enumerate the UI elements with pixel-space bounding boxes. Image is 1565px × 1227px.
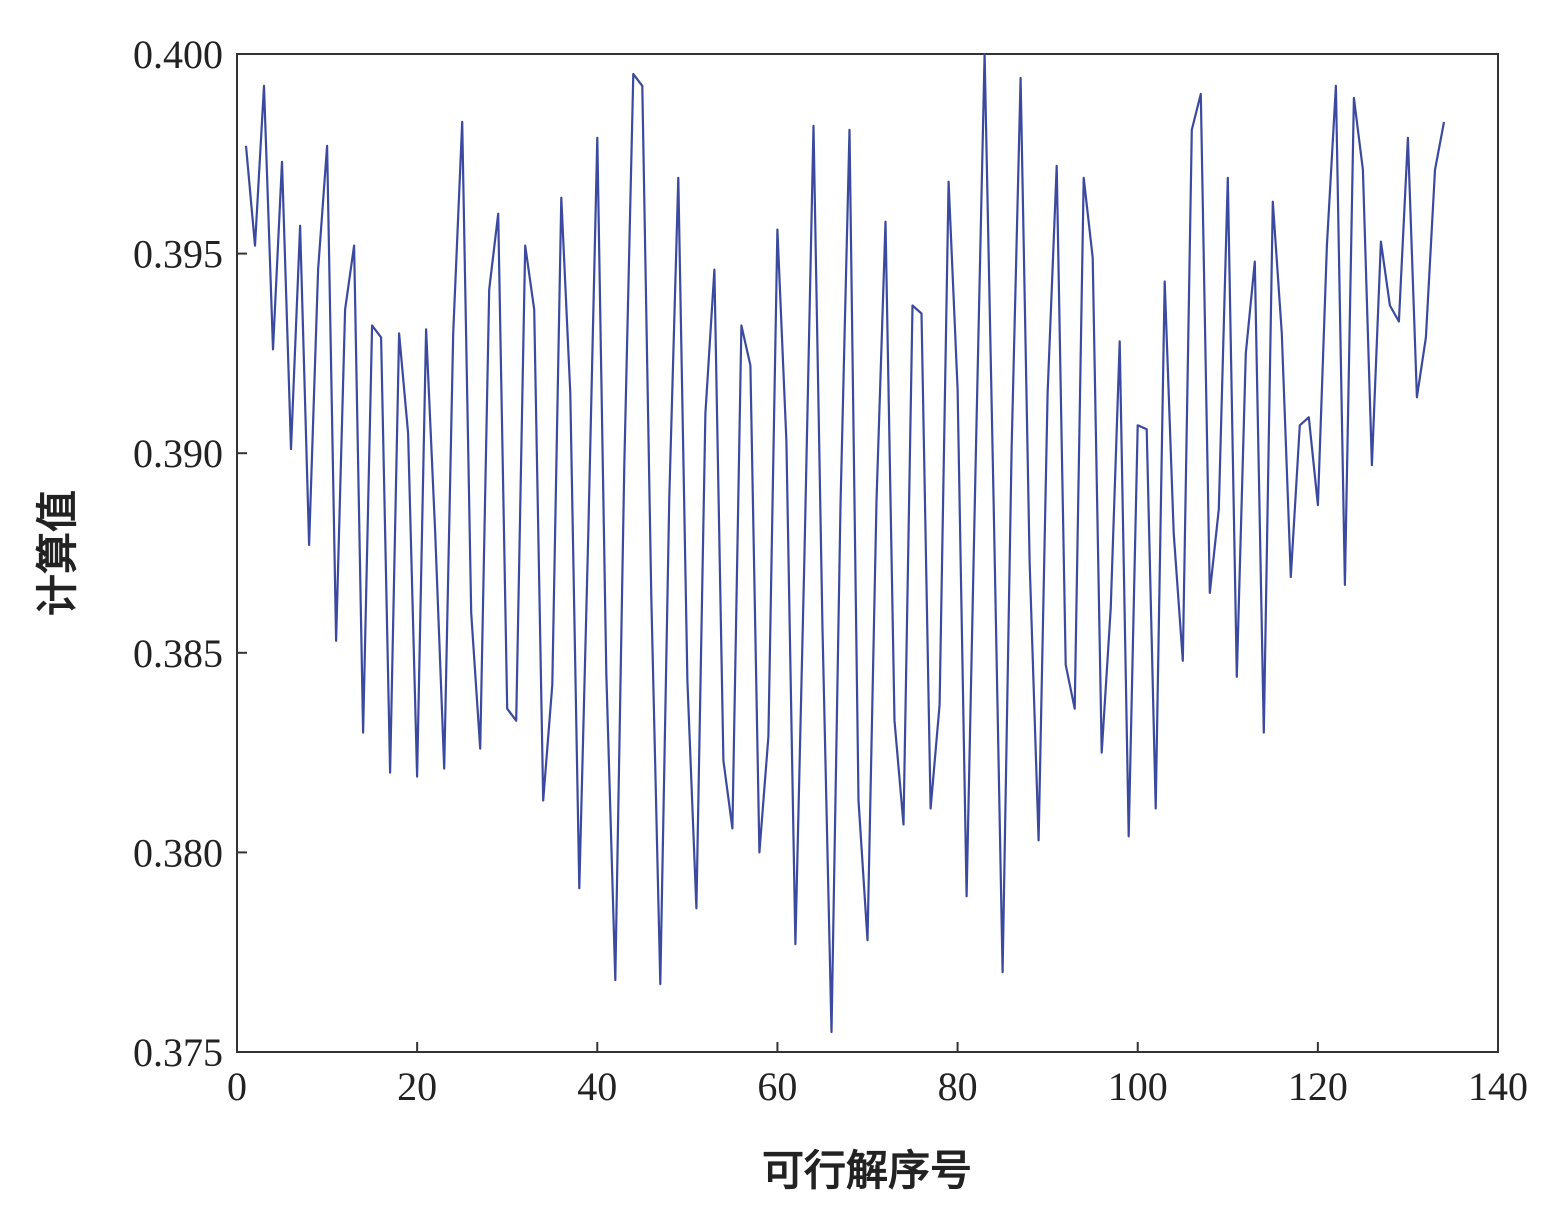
- x-tick-label: 80: [938, 1064, 978, 1109]
- y-tick-label: 0.390: [133, 431, 223, 476]
- x-tick-label: 120: [1288, 1064, 1348, 1109]
- x-axis-ticks: 0 20 40 60 80 100 120 140: [227, 1042, 1528, 1109]
- y-tick-label: 0.400: [133, 32, 223, 77]
- data-series-line: [244, 52, 1446, 1034]
- y-axis-ticks: 0.375 0.380 0.385 0.390 0.395 0.400: [133, 32, 247, 1075]
- y-tick-label: 0.395: [133, 232, 223, 277]
- y-tick-label: 0.380: [133, 830, 223, 875]
- plot-frame: [236, 53, 1499, 1053]
- x-tick-label: 140: [1468, 1064, 1528, 1109]
- x-tick-label: 100: [1108, 1064, 1168, 1109]
- y-axis-title: 计算值: [33, 490, 82, 616]
- x-tick-label: 60: [757, 1064, 797, 1109]
- y-tick-label: 0.385: [133, 631, 223, 676]
- x-axis-title: 可行解序号: [762, 1146, 972, 1195]
- y-tick-label: 0.375: [133, 1030, 223, 1075]
- x-tick-label: 0: [227, 1064, 247, 1109]
- x-tick-label: 40: [577, 1064, 617, 1109]
- x-tick-label: 20: [397, 1064, 437, 1109]
